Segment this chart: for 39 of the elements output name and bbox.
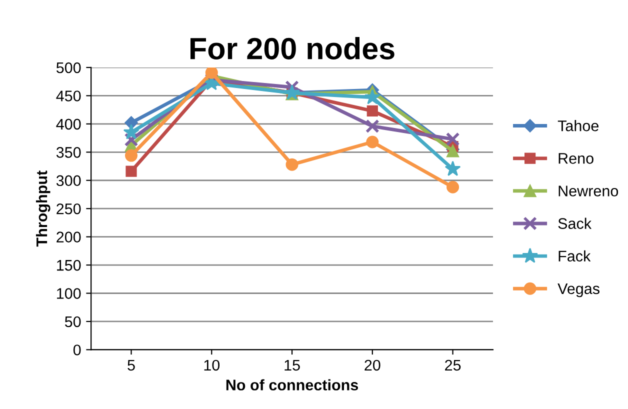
y-tick-label: 100: [57, 288, 81, 299]
point: [286, 158, 298, 171]
point: [366, 136, 379, 148]
x-axis-title: No of connections: [226, 379, 358, 390]
point: [446, 144, 460, 158]
point: [125, 149, 138, 162]
y-tick-label: 400: [56, 118, 81, 130]
chart-title: For 200 nodes: [190, 37, 394, 60]
legend-label: Vegas: [558, 283, 600, 298]
legend-label: Sack: [558, 218, 592, 229]
y-axis-title: Throghput: [36, 170, 50, 247]
y-tick-label: 0: [73, 344, 81, 356]
y-tick-label: 500: [56, 62, 81, 74]
legend-label: Fack: [558, 250, 591, 262]
y-tick-label: 50: [64, 316, 81, 328]
x-tick-label: 15: [284, 360, 300, 371]
y-tick-label: 200: [56, 232, 81, 242]
legend-label: Reno: [558, 153, 594, 164]
y-tick-label: 300: [56, 175, 81, 186]
point: [444, 160, 461, 176]
y-tick-label: 350: [56, 147, 81, 158]
y-tick-label: 150: [57, 260, 81, 271]
point: [446, 132, 460, 146]
point: [205, 67, 218, 79]
point: [124, 132, 138, 147]
x-tick-label: 20: [364, 360, 380, 371]
x-tick-label: 5: [128, 360, 135, 371]
point: [126, 166, 137, 177]
point: [123, 124, 140, 140]
y-tick-label: 250: [56, 203, 81, 214]
legend-label: Newreno: [558, 186, 618, 196]
point: [365, 119, 380, 134]
legend-label: Tahoe: [558, 120, 598, 132]
point: [446, 180, 460, 194]
x-tick-label: 10: [204, 360, 220, 371]
point: [366, 105, 378, 116]
y-tick-label: 450: [56, 90, 81, 102]
point: [364, 89, 380, 104]
x-tick-label: 25: [445, 360, 461, 371]
